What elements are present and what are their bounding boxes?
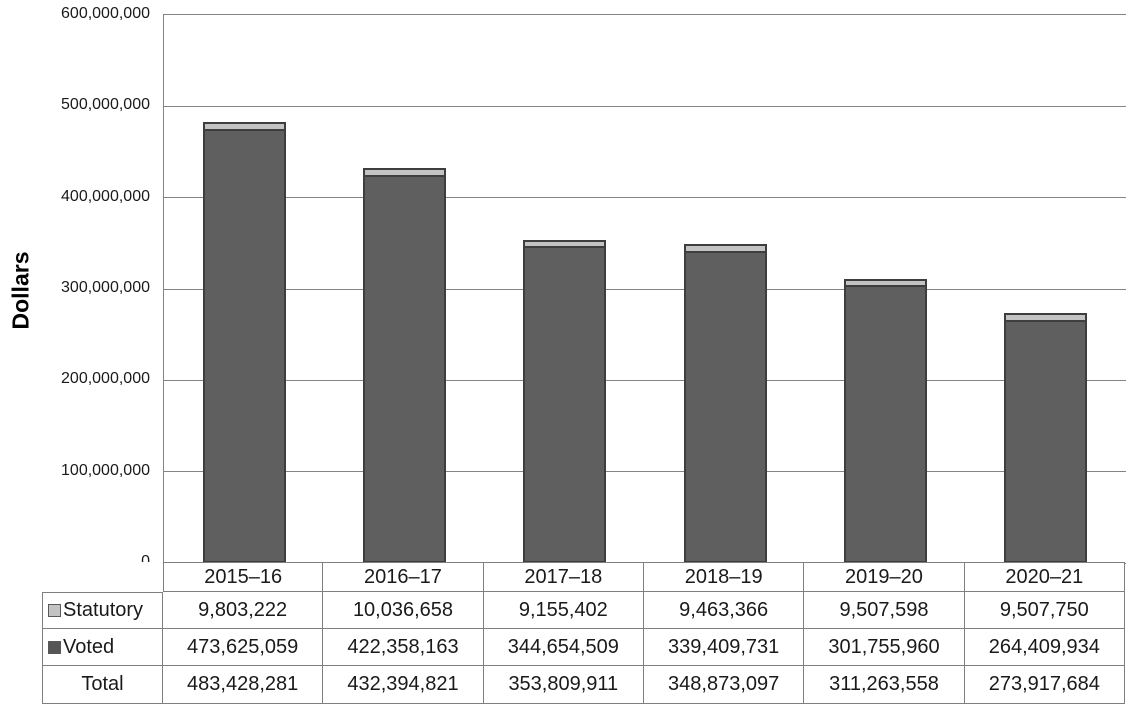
bar-2019–20 <box>844 278 927 563</box>
table-value: 353,809,911 <box>483 666 644 704</box>
year-header: 2015–16 <box>163 562 324 592</box>
gridline <box>164 288 1126 290</box>
year-header: 2016–17 <box>323 562 484 592</box>
table-value: 273,917,684 <box>964 666 1125 704</box>
data-table: 2015–16 2016–17 2017–18 2018–19 2019–20 … <box>42 562 1125 704</box>
voted-legend-swatch-icon <box>48 640 61 654</box>
table-value: 9,507,598 <box>804 592 965 629</box>
statutory-legend-swatch-icon <box>48 604 61 617</box>
year-header: 2017–18 <box>483 562 644 592</box>
table-value: 9,803,222 <box>163 592 324 629</box>
row-label-total: Total <box>42 666 163 704</box>
y-tick-label: 0 <box>30 553 150 571</box>
year-header: 2019–20 <box>804 562 965 592</box>
y-tick-label: 200,000,000 <box>61 370 150 388</box>
bar-segment-statutory <box>844 278 927 288</box>
row-label-voted: Voted <box>42 629 163 666</box>
bar-segment-statutory <box>1004 312 1088 322</box>
row-label-text: Voted <box>63 635 115 658</box>
bar-2015–16 <box>202 121 286 563</box>
bar-segment-voted <box>844 287 927 563</box>
year-header: 2020–21 <box>964 562 1125 592</box>
table-value: 473,625,059 <box>163 629 324 666</box>
bar-segment-voted <box>523 248 607 563</box>
row-label-statutory: Statutory <box>42 592 163 629</box>
table-value: 9,463,366 <box>643 592 805 629</box>
bar-2016–17 <box>363 168 446 563</box>
row-label-text: Statutory <box>63 599 144 621</box>
table-value: 339,409,731 <box>643 629 805 666</box>
bar-2020–21 <box>1004 312 1088 563</box>
y-tick-label: 500,000,000 <box>61 96 150 114</box>
y-tick-label: 600,000,000 <box>61 5 150 22</box>
bar-segment-voted <box>363 177 446 563</box>
table-value: 301,755,960 <box>804 629 965 666</box>
bar-2018–19 <box>683 244 767 563</box>
table-value: 344,654,509 <box>483 629 644 666</box>
table-value: 10,036,658 <box>323 592 484 629</box>
table-value: 9,507,750 <box>964 592 1125 629</box>
gridline <box>164 197 1126 199</box>
table-value: 9,155,402 <box>483 592 644 629</box>
bar-segment-voted <box>683 253 767 563</box>
bar-segment-voted <box>202 130 286 563</box>
table-value: 348,873,097 <box>643 666 805 704</box>
gridline <box>164 105 1126 107</box>
bar-segment-statutory <box>363 168 446 178</box>
y-tick-label: 100,000,000 <box>61 461 150 479</box>
bar-segment-voted <box>1004 321 1088 563</box>
y-tick-label: 300,000,000 <box>61 279 150 296</box>
bar-segment-statutory <box>683 244 767 253</box>
table-value: 311,263,558 <box>804 666 965 704</box>
y-tick-label: 400,000,000 <box>61 187 150 205</box>
table-value: 483,428,281 <box>163 666 324 704</box>
bar-2017–18 <box>523 239 607 563</box>
table-corner-cell <box>42 562 163 592</box>
plot-area <box>163 14 1126 564</box>
year-header: 2018–19 <box>643 562 805 592</box>
bar-segment-statutory <box>202 121 286 131</box>
table-value: 264,409,934 <box>964 629 1125 666</box>
bar-segment-statutory <box>523 239 607 249</box>
gridline <box>164 471 1126 473</box>
table-value: 432,394,821 <box>323 666 484 704</box>
gridline <box>164 379 1126 381</box>
table-value: 422,358,163 <box>323 629 484 666</box>
